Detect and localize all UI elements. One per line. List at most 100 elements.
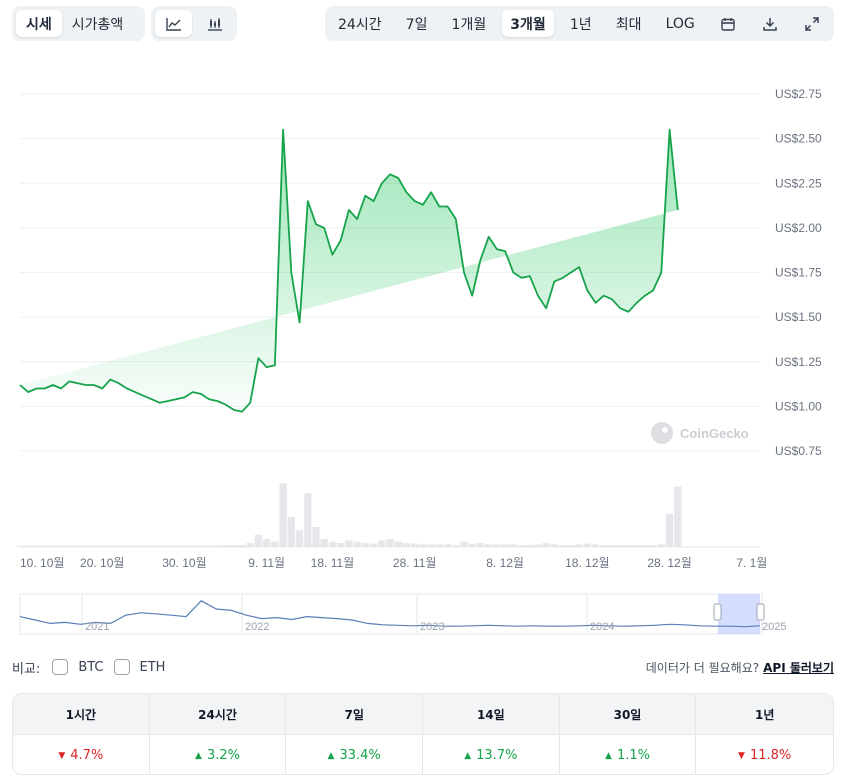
range-1y[interactable]: 1년 (569, 16, 592, 33)
candlestick-chart-button[interactable] (196, 10, 233, 37)
navigator-selected-window[interactable] (718, 594, 760, 634)
navigator-left-handle[interactable] (713, 603, 722, 621)
performance-table: 1시간 24시간 7일 14일 30일 1년 ▼ 4.7% ▲ 3.2% ▲ 33.4… (12, 693, 834, 775)
period-header: 7일 (286, 694, 423, 735)
volume-bar (559, 544, 567, 547)
api-question: 데이터가 더 필요해요? (645, 660, 760, 675)
caret-up-icon: ▲ (464, 750, 472, 761)
volume-bar (452, 544, 460, 547)
fullscreen-button[interactable] (795, 10, 829, 37)
api-link[interactable]: API 둘러보기 (763, 660, 834, 675)
volume-bar (591, 544, 600, 547)
period-header: 24시간 (149, 694, 287, 735)
volume-bar (73, 545, 82, 547)
volume-bar (411, 543, 419, 547)
volume-bar (205, 545, 213, 547)
price-chart[interactable]: US$0.75 US$1.00 US$1.25 US$1.50 US$1.75 US$2.… (0, 60, 846, 580)
compare-label: 비교: (12, 661, 41, 677)
change-cell: ▼ 11.8% (738, 748, 792, 763)
line-chart-icon (165, 17, 181, 31)
period-header: 1년 (696, 694, 833, 735)
y-tick-label: US$2.75 (775, 87, 822, 101)
volume-bar (476, 542, 485, 547)
volume-bar (320, 538, 328, 547)
volume-bar (16, 545, 24, 547)
volume-bar (271, 541, 279, 547)
volume-bar (98, 545, 106, 547)
range-log[interactable]: LOG (665, 15, 695, 32)
navigator-year-label: 2025 (762, 621, 786, 633)
x-tick-label: 8. 12월 (486, 556, 524, 570)
tab-market-cap[interactable]: 시가총액 (71, 16, 124, 33)
volume-bar (41, 545, 49, 547)
y-tick-label: US$1.50 (775, 310, 822, 324)
range-24h[interactable]: 24시간 (338, 16, 382, 33)
volume-bar (600, 544, 608, 547)
x-tick-label: 28. 11월 (393, 556, 437, 570)
y-tick-label: US$1.00 (775, 399, 822, 413)
range-navigator[interactable]: 2021 2022 2023 2024 2025 (0, 588, 846, 640)
volume-bar (32, 545, 41, 547)
volume-bar (164, 545, 172, 547)
compare-btc-label[interactable]: BTC (78, 659, 104, 675)
time-range-selector: 24시간 7일 1개월 3개월 1년 최대 LOG (325, 6, 834, 41)
price-line (19, 128, 679, 413)
range-7d[interactable]: 7일 (405, 16, 428, 33)
compare-eth-checkbox[interactable] (113, 659, 130, 675)
volume-bar (583, 543, 591, 547)
volume-bar (517, 544, 526, 547)
volume-bar (567, 544, 575, 547)
volume-bar (460, 541, 468, 547)
volume-bar (493, 544, 501, 547)
period-header: 30일 (559, 694, 697, 735)
navigator-frame (19, 593, 763, 635)
volume-bar (402, 542, 411, 547)
volume-bar (65, 545, 73, 547)
volume-bar (221, 544, 230, 547)
volume-bar (534, 544, 542, 547)
download-button[interactable] (753, 10, 787, 37)
navigator-line (19, 600, 761, 628)
x-tick-label: 10. 10월 (20, 556, 64, 570)
volume-bar (304, 493, 312, 547)
x-tick-label: 18. 11월 (311, 556, 355, 570)
line-chart-button[interactable] (155, 10, 192, 37)
price-series-line (19, 128, 679, 413)
y-tick-label: US$2.25 (775, 176, 822, 190)
compare-eth-label[interactable]: ETH (139, 659, 166, 675)
volume-bar (575, 544, 583, 547)
volume-bar (246, 542, 254, 547)
volume-bar (526, 544, 534, 547)
download-icon (763, 17, 777, 31)
range-3m[interactable]: 3개월 (502, 10, 554, 37)
x-tick-label: 30. 10월 (162, 556, 206, 570)
watermark-text: CoinGecko (680, 426, 749, 441)
tab-price[interactable]: 시세 (16, 10, 62, 37)
x-tick-label: 9. 11월 (248, 556, 285, 570)
volume-bar (378, 540, 386, 547)
volume-bar (649, 544, 657, 547)
volume-bar (106, 545, 115, 547)
volume-bar (189, 545, 197, 547)
volume-bar (287, 516, 295, 547)
caret-up-icon: ▲ (327, 750, 335, 761)
range-max[interactable]: 최대 (615, 16, 642, 33)
volume-bar (419, 544, 427, 547)
volume-bar (337, 542, 345, 547)
x-tick-label: 28. 12월 (647, 556, 691, 570)
change-cell: ▲ 1.1% (560, 735, 697, 774)
volume-bar (674, 486, 682, 547)
volume-bar (657, 544, 665, 547)
volume-bar (279, 483, 287, 547)
compare-btc-checkbox[interactable] (52, 659, 69, 675)
volume-bar (24, 545, 32, 547)
volume-bar (665, 513, 674, 547)
volume-bar (386, 538, 394, 547)
range-1m[interactable]: 1개월 (451, 16, 487, 33)
caret-up-icon: ▲ (605, 750, 612, 761)
navigator-right-handle[interactable] (756, 603, 765, 621)
date-picker-button[interactable] (711, 10, 745, 37)
volume-bar (180, 545, 189, 547)
change-cell: ▲ 33.4% (286, 735, 423, 774)
caret-down-icon: ▼ (738, 750, 745, 761)
